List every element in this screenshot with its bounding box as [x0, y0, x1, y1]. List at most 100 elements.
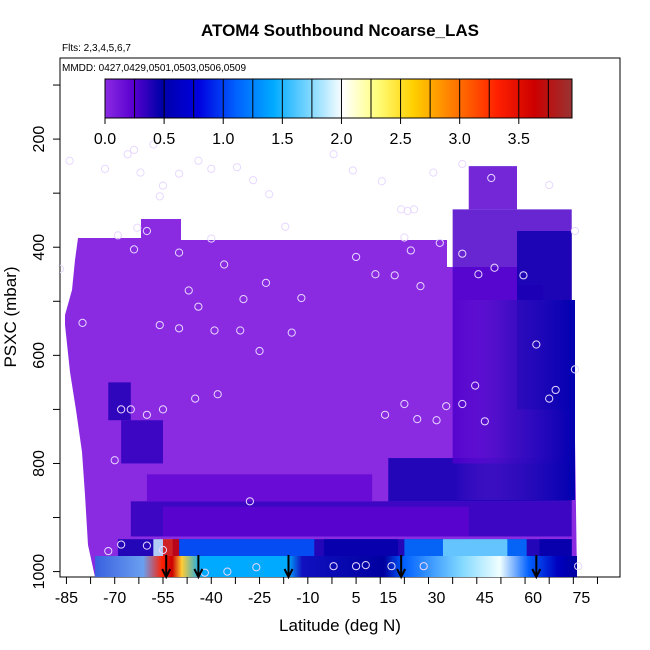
- sample-marker: [371, 270, 380, 279]
- colorbar-tick-label: 0.0: [94, 131, 116, 148]
- x-tick-label: -55: [151, 590, 174, 607]
- sample-marker: [532, 340, 541, 349]
- sample-marker: [113, 231, 123, 240]
- sample-marker: [223, 567, 232, 576]
- sample-marker: [432, 416, 441, 425]
- heatmap-band-13: [108, 382, 131, 421]
- heatmap-band-12: [121, 420, 163, 464]
- sample-marker: [158, 181, 168, 190]
- sample-marker: [110, 456, 119, 465]
- sample-marker: [155, 320, 164, 330]
- sample-marker: [387, 562, 396, 571]
- sample-marker: [174, 324, 184, 333]
- high-latitude-shading: [455, 300, 575, 500]
- sample-marker: [142, 410, 151, 419]
- sample-marker: [213, 390, 222, 399]
- surface-layer-band: [95, 556, 577, 577]
- y-tick-label: 200: [31, 126, 48, 153]
- sample-marker: [413, 415, 422, 424]
- sample-marker: [329, 562, 338, 571]
- sample-marker: [380, 410, 390, 419]
- sample-marker: [419, 562, 428, 571]
- colorbar-tick-label: 3.5: [508, 131, 530, 148]
- sample-marker: [297, 293, 306, 303]
- sample-marker: [236, 326, 245, 335]
- sample-marker: [458, 159, 467, 169]
- sample-marker: [545, 394, 554, 403]
- sample-marker: [361, 561, 370, 570]
- flights-note: Flts: 2,3,4,5,6,7: [62, 43, 131, 54]
- sample-marker: [136, 168, 145, 177]
- sample-marker: [458, 399, 467, 409]
- sample-marker: [239, 295, 248, 304]
- x-tick-label: -40: [200, 590, 223, 607]
- sample-marker: [65, 156, 74, 165]
- x-tick-label: -70: [103, 590, 126, 607]
- sample-marker: [471, 381, 480, 390]
- sample-marker: [78, 318, 87, 328]
- sample-marker: [281, 222, 290, 231]
- y-tick-label: 800: [31, 450, 48, 477]
- sample-marker: [123, 150, 132, 159]
- sample-marker: [255, 346, 264, 356]
- sample-marker: [194, 302, 203, 311]
- flight-arrow: [531, 555, 542, 580]
- sample-marker: [174, 169, 184, 178]
- x-tick-label: 15: [379, 590, 397, 607]
- sample-marker: [126, 405, 135, 414]
- sample-marker: [149, 140, 158, 149]
- sample-marker: [329, 150, 338, 159]
- x-tick-label: 5: [352, 590, 361, 607]
- sample-marker: [351, 252, 361, 262]
- sample-marker: [390, 271, 399, 280]
- sample-marker: [117, 405, 126, 414]
- sample-marker: [129, 145, 139, 155]
- x-tick-label: -85: [55, 590, 78, 607]
- colorbar-tick-label: 2.0: [330, 131, 352, 148]
- sample-marker: [245, 497, 254, 506]
- sample-marker: [232, 163, 242, 172]
- colorbar-gradient: [104, 78, 573, 119]
- sample-marker: [416, 282, 425, 291]
- y-axis-label: PSXC (mbar): [1, 266, 20, 367]
- sample-marker: [487, 173, 496, 183]
- sample-marker: [104, 546, 113, 556]
- colorbar-tick-label: 3.0: [449, 131, 471, 148]
- sample-marker: [545, 180, 554, 190]
- sample-marker: [155, 192, 164, 201]
- x-axis: -85 -70 -55 -40 -25 -10 5 15 30 45 60 75: [55, 577, 598, 607]
- flight-arrow: [283, 555, 294, 580]
- sample-marker: [191, 394, 200, 403]
- heatmap-band-16: [468, 166, 518, 210]
- x-tick-label: 30: [428, 590, 446, 607]
- sample-marker: [458, 249, 467, 258]
- sample-marker: [261, 278, 271, 287]
- sample-marker: [129, 245, 139, 254]
- sample-marker: [435, 238, 444, 247]
- sample-marker: [574, 562, 583, 571]
- chart-title: ATOM4 Southbound Ncoarse_LAS: [201, 21, 479, 40]
- heatmap-band-11: [146, 474, 373, 502]
- sample-marker: [117, 540, 126, 549]
- sample-marker: [174, 248, 184, 257]
- sample-marker: [570, 226, 580, 236]
- sample-marker: [142, 541, 151, 550]
- sample-marker: [249, 176, 258, 185]
- y-tick-label: 1000: [31, 554, 48, 590]
- sample-marker: [60, 264, 65, 273]
- colorbar-tick-label: 0.5: [153, 131, 175, 148]
- sample-marker: [207, 164, 216, 173]
- colorbar-tick-label: 2.5: [389, 131, 411, 148]
- sample-marker: [142, 226, 151, 236]
- x-tick-label: 45: [476, 590, 494, 607]
- x-tick-label: -10: [296, 590, 319, 607]
- colorbar-tick-label: 1.0: [212, 131, 234, 148]
- flight-arrows: [161, 555, 542, 580]
- sample-marker: [400, 399, 409, 409]
- sample-marker: [377, 177, 386, 186]
- dates-note: MMDD: 0427,0429,0501,0503,0506,0509: [62, 63, 246, 74]
- sample-marker: [551, 385, 560, 395]
- flight-arrow: [193, 555, 204, 580]
- heatmap-band-9: [162, 506, 469, 537]
- sample-marker: [429, 168, 438, 177]
